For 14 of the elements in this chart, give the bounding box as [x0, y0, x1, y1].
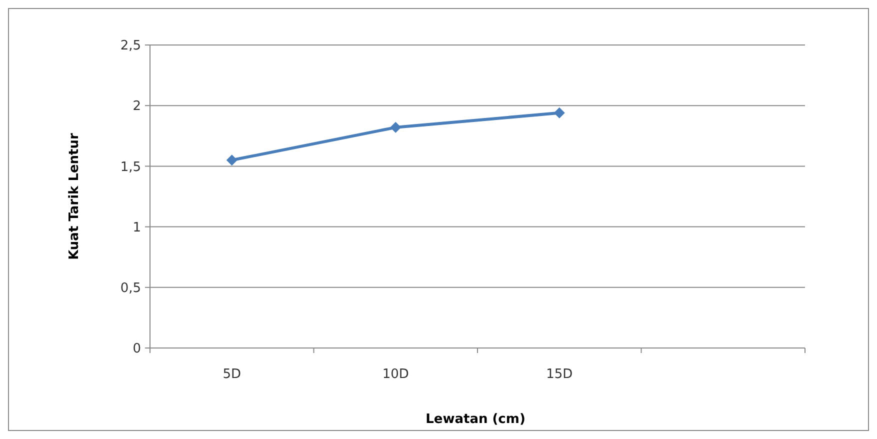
x-tick-label: 5D — [222, 367, 242, 382]
x-axis-title: Lewatan (cm) — [426, 412, 526, 427]
y-tick-label: 1,5 — [120, 160, 141, 175]
x-tick-label: 10D — [382, 367, 409, 382]
point — [554, 107, 565, 118]
y-tick-label: 2 — [132, 99, 141, 114]
y-tick-label: 0 — [132, 342, 141, 357]
y-axis-title: Kuat Tarik Lentur — [67, 132, 82, 260]
y-tick-label: 0,5 — [120, 280, 141, 296]
y-tick-label: 2,5 — [120, 38, 141, 54]
y-tick-label: 1 — [132, 220, 141, 236]
point — [226, 154, 238, 166]
x-tick-label: 15D — [546, 367, 573, 382]
point — [390, 122, 402, 133]
